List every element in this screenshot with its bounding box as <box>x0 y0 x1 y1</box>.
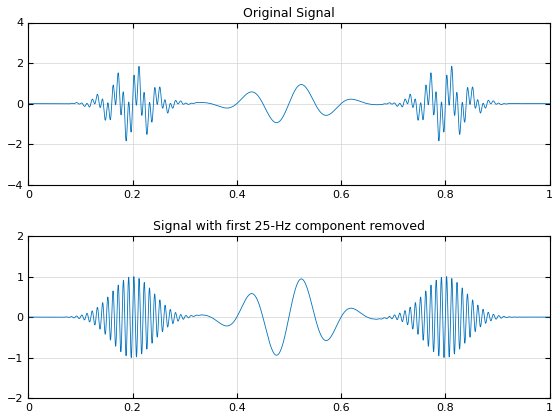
Title: Signal with first 25-Hz component removed: Signal with first 25-Hz component remove… <box>153 220 425 234</box>
Title: Original Signal: Original Signal <box>243 7 335 20</box>
